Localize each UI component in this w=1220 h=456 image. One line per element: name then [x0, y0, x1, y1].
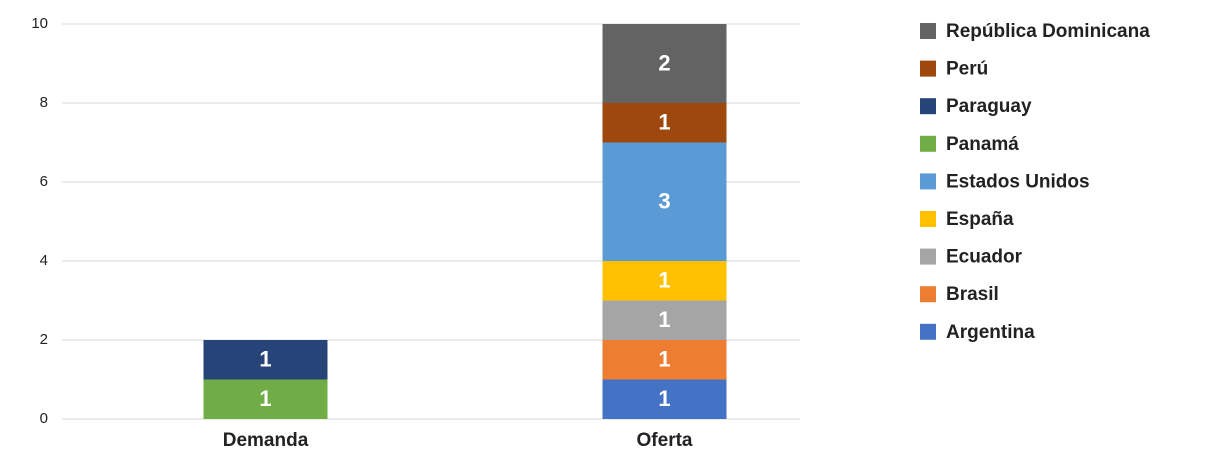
legend-swatch [920, 248, 936, 265]
bar-segment [602, 340, 727, 380]
y-tick-label: 4 [40, 252, 48, 269]
y-tick-label: 6 [40, 173, 48, 190]
legend-label: Brasil [946, 284, 999, 305]
legend-swatch [920, 211, 936, 227]
bar-segment [602, 379, 727, 419]
y-tick-label: 2 [40, 331, 48, 348]
y-tick-label: 10 [31, 15, 48, 32]
bar-segment [602, 142, 727, 261]
bar-segment [602, 300, 727, 340]
legend-swatch [920, 323, 936, 340]
bar-segment [203, 340, 328, 380]
legend-label: Ecuador [946, 247, 1023, 268]
legend-label: Argentina [946, 322, 1035, 343]
legend-label: Paraguay [946, 96, 1032, 117]
x-tick-label: Oferta [637, 430, 693, 451]
legend-label: Estados Unidos [946, 171, 1090, 192]
legend-swatch [920, 98, 936, 115]
bar-segment [602, 261, 727, 301]
bar-segment [602, 24, 727, 103]
x-tick-label: Demanda [223, 430, 309, 451]
y-tick-label: 0 [40, 410, 48, 427]
data-label: 3 [658, 189, 670, 214]
y-tick-label: 8 [40, 94, 48, 111]
data-label: 1 [658, 307, 670, 332]
legend-swatch [920, 135, 936, 152]
legend-swatch [920, 60, 936, 77]
legend-label: República Dominicana [946, 21, 1150, 42]
legend-swatch [920, 173, 936, 190]
data-label: 1 [658, 268, 670, 293]
legend-label: España [946, 209, 1014, 230]
legend-label: Perú [946, 59, 988, 80]
bar-segment [203, 379, 328, 419]
bar-segment [602, 103, 727, 143]
data-label: 2 [658, 50, 670, 75]
data-label: 1 [658, 386, 670, 411]
data-label: 1 [658, 110, 670, 135]
data-label: 1 [259, 347, 271, 372]
legend-swatch [920, 23, 936, 39]
data-label: 1 [658, 347, 670, 372]
data-label: 1 [259, 386, 271, 411]
legend-label: Panamá [946, 134, 1019, 155]
legend-swatch [920, 286, 936, 303]
